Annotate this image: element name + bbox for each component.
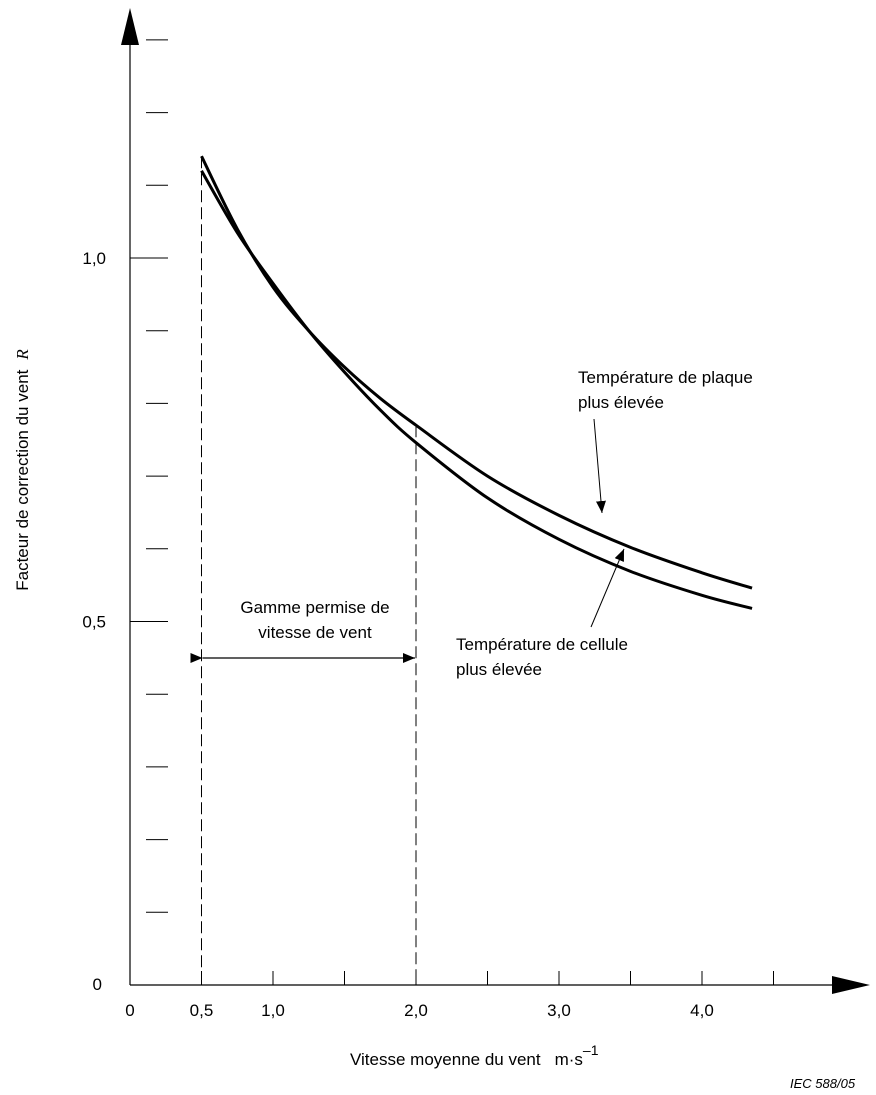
annotation-cellule-pointer [590, 548, 625, 628]
x-tick-label: 0 [125, 1001, 134, 1020]
svg-text:Facteur de correction du ventR: Facteur de correction du vent R [13, 349, 32, 591]
y-axis-symbol: R [13, 349, 32, 361]
y-tick-label: 0 [93, 975, 102, 994]
series-line-1 [200, 170, 753, 610]
axis-ticks [130, 39, 774, 985]
x-tick-label: 1,0 [261, 1001, 285, 1020]
x-tick-label: 2,0 [404, 1001, 428, 1020]
x-tick-label: 0,5 [190, 1001, 214, 1020]
range-label-line-2: vitesse de vent [258, 623, 372, 642]
y-axis-title-text: Facteur de correction du vent [13, 369, 32, 590]
x-axis-unit: m·s [555, 1050, 583, 1069]
annotation-plaque-line-2: plus élevée [578, 393, 664, 412]
x-axis-unit-exponent: –1 [583, 1042, 599, 1058]
axis-tick-labels: 0 0,5 1,0 2,0 3,0 4,0 0 0,5 1,0 [82, 249, 713, 1020]
x-tick-label: 3,0 [547, 1001, 571, 1020]
x-axis-title-text: Vitesse moyenne du vent [350, 1050, 541, 1069]
annotation-cellule-line-1: Température de cellule [456, 635, 628, 654]
range-dashed-lines [201, 156, 417, 985]
annotation-plaque-line-1: Température de plaque [578, 368, 753, 387]
series-curves [200, 155, 753, 610]
y-tick-label: 0,5 [82, 613, 106, 632]
series-line-0 [200, 155, 753, 590]
annotation-cellule-line-2: plus élevée [456, 660, 542, 679]
x-axis-title: Vitesse moyenne du vent m·s–1 [350, 1042, 599, 1069]
x-tick-label: 4,0 [690, 1001, 714, 1020]
figure-reference: IEC 588/05 [790, 1076, 856, 1091]
y-tick-label: 1,0 [82, 249, 106, 268]
annotation-plaque-pointer [593, 418, 606, 514]
y-axis-arrow-icon [121, 8, 139, 45]
x-axis-arrow-icon [832, 976, 870, 994]
y-axis-title: Facteur de correction du vent R [13, 349, 32, 591]
range-label-line-1: Gamme permise de [240, 598, 389, 617]
